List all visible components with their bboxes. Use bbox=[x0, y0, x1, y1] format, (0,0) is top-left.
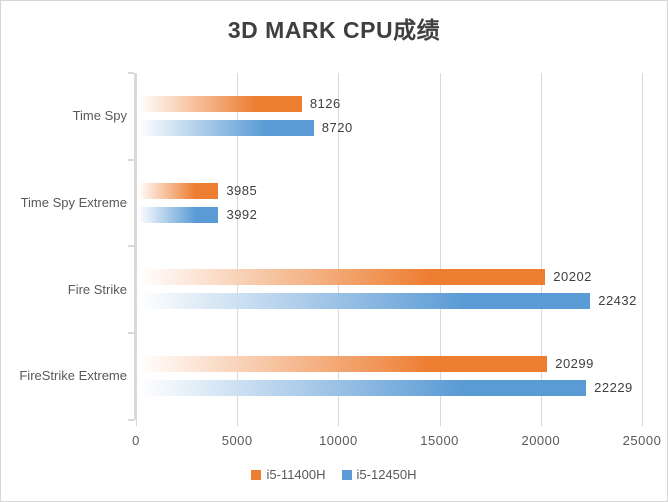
bar-i5-11400h bbox=[138, 182, 219, 199]
bar-i5-12450h bbox=[138, 120, 314, 136]
x-tick-label: 25000 bbox=[622, 433, 662, 448]
x-axis-tick bbox=[338, 419, 340, 426]
category-label: Time Spy bbox=[72, 108, 127, 124]
x-tick-label: 5000 bbox=[221, 433, 253, 448]
bar-value-label: 3985 bbox=[226, 182, 258, 198]
bar-i5-11400h bbox=[138, 269, 546, 286]
chart-title: 3D MARK CPU成绩 bbox=[227, 17, 441, 43]
x-axis-tick bbox=[237, 419, 239, 426]
gridline bbox=[642, 73, 643, 420]
x-tick-label: 20000 bbox=[521, 433, 561, 448]
bar-value-label: 22229 bbox=[594, 379, 633, 395]
y-axis-tick bbox=[128, 418, 134, 421]
legend-swatch bbox=[251, 469, 262, 480]
bar-i5-12450h bbox=[138, 379, 587, 396]
gridline bbox=[338, 73, 340, 420]
category-label: FireStrike Extreme bbox=[19, 368, 127, 384]
x-axis-tick bbox=[642, 419, 643, 426]
x-axis-tick bbox=[540, 419, 542, 426]
bar-i5-11400h bbox=[138, 96, 302, 112]
legend-item: i5-12450H bbox=[341, 467, 417, 482]
y-axis-tick bbox=[128, 331, 134, 334]
legend-label: i5-12450H bbox=[356, 467, 417, 482]
legend-item: i5-11400H bbox=[251, 467, 326, 482]
x-axis-tick bbox=[439, 419, 441, 426]
x-tick-label: 0 bbox=[132, 433, 140, 448]
bar-value-label: 8126 bbox=[309, 96, 341, 111]
bar-value-label: 20202 bbox=[553, 269, 592, 285]
x-tick-label: 15000 bbox=[420, 433, 459, 448]
bar-i5-12450h bbox=[138, 293, 591, 310]
legend: i5-11400H i5-12450H bbox=[1, 467, 667, 482]
bar-value-label: 3992 bbox=[226, 206, 258, 222]
bar-i5-11400h bbox=[138, 355, 548, 372]
y-axis-line bbox=[134, 73, 137, 420]
category-label: Fire Strike bbox=[67, 281, 127, 297]
bar-i5-12450h bbox=[138, 206, 219, 223]
bar-value-label: 8720 bbox=[321, 120, 353, 135]
y-axis-tick bbox=[128, 158, 134, 161]
legend-label: i5-11400H bbox=[266, 467, 326, 482]
x-tick-label: 10000 bbox=[319, 433, 358, 448]
gridline bbox=[439, 73, 441, 420]
gridline bbox=[237, 73, 239, 420]
y-axis-tick bbox=[128, 72, 134, 74]
bar-value-label: 22432 bbox=[598, 293, 637, 309]
category-label: Time Spy Extreme bbox=[20, 194, 127, 210]
legend-swatch bbox=[341, 469, 352, 480]
bar-value-label: 20299 bbox=[555, 355, 594, 371]
y-axis-tick bbox=[128, 245, 134, 248]
x-axis-tick bbox=[136, 419, 137, 426]
gridline bbox=[540, 73, 542, 420]
